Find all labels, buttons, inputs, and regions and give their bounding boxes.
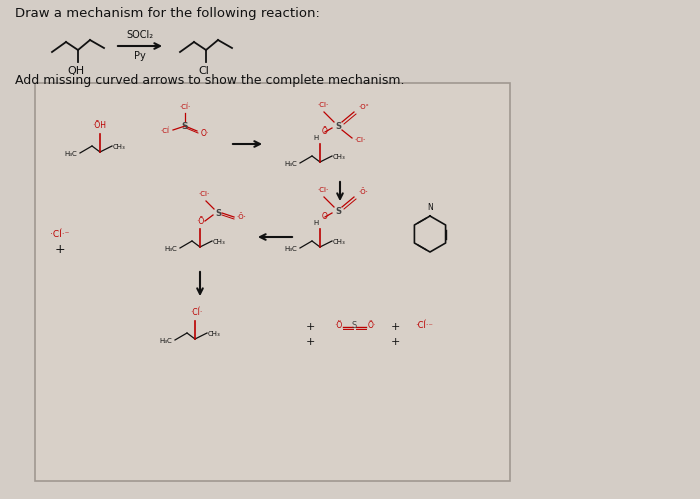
Text: H₃C: H₃C (160, 338, 172, 344)
Text: ·Cĺ: ·Cĺ (160, 128, 169, 134)
Text: OH: OH (67, 66, 85, 76)
Text: Add missing curved arrows to show the complete mechanism.: Add missing curved arrows to show the co… (15, 74, 405, 87)
Text: H: H (314, 135, 318, 141)
Text: S: S (182, 121, 188, 131)
Text: H₃C: H₃C (164, 246, 177, 252)
Text: CH₃: CH₃ (213, 239, 225, 245)
Text: CH₃: CH₃ (113, 144, 126, 150)
FancyBboxPatch shape (35, 83, 510, 481)
Text: Ō·: Ō· (322, 127, 330, 136)
Text: +: + (55, 243, 65, 255)
Text: ·Ö: ·Ö (334, 320, 342, 329)
Text: CH₃: CH₃ (333, 154, 346, 160)
Text: O·: O· (201, 129, 209, 138)
Text: Cl: Cl (199, 66, 209, 76)
Text: ·Ö·: ·Ö· (236, 214, 246, 221)
Text: O·: O· (322, 212, 330, 221)
Text: ·Cĺ·: ·Cĺ· (190, 308, 202, 317)
Text: CH₃: CH₃ (333, 239, 346, 245)
Text: H₃C: H₃C (64, 151, 77, 157)
Text: S: S (335, 207, 341, 216)
Text: S: S (215, 209, 221, 218)
Text: ·Cl·: ·Cl· (317, 102, 328, 108)
Text: S: S (351, 320, 356, 329)
Text: ·Cl·: ·Cl· (198, 191, 209, 197)
Text: H: H (314, 220, 318, 226)
Text: H₃C: H₃C (284, 161, 297, 167)
Text: ·Oˣ: ·Oˣ (358, 104, 369, 110)
Text: S: S (335, 121, 341, 131)
Text: CH₃: CH₃ (208, 331, 220, 337)
Text: +: + (305, 337, 315, 347)
Text: ·Cĺ·: ·Cĺ· (179, 103, 190, 110)
Text: Draw a mechanism for the following reaction:: Draw a mechanism for the following react… (15, 7, 320, 20)
Text: +: + (391, 337, 400, 347)
Text: +: + (305, 322, 315, 332)
Text: +: + (391, 322, 400, 332)
Text: ·Cĺ·⁻: ·Cĺ·⁻ (50, 230, 70, 239)
Text: ·Cĺ·⁻: ·Cĺ·⁻ (415, 320, 433, 329)
Text: N: N (427, 203, 433, 212)
Text: ·Cl·: ·Cl· (317, 187, 328, 193)
Text: ·ŌH: ·ŌH (92, 121, 106, 130)
Text: ·Ō·: ·Ō· (196, 217, 206, 226)
Text: ·Cl·: ·Cl· (354, 137, 365, 143)
Text: SOCl₂: SOCl₂ (127, 30, 153, 40)
Text: Ö·: Ö· (368, 320, 377, 329)
Text: Py: Py (134, 51, 146, 61)
Text: ·Ö·: ·Ö· (358, 188, 368, 195)
Text: H₃C: H₃C (284, 246, 297, 252)
